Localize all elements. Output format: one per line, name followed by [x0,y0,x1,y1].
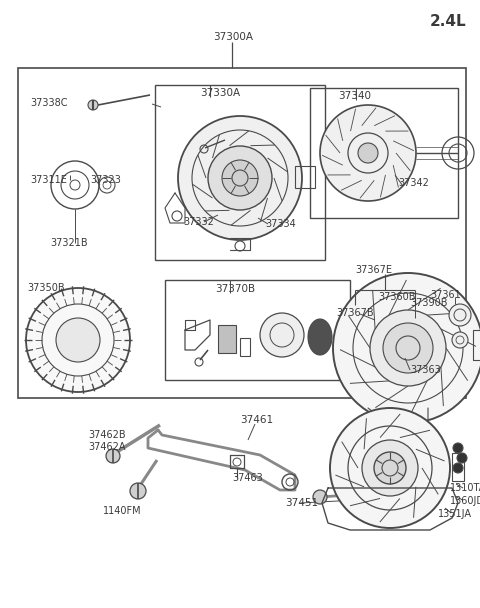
Text: 37461: 37461 [240,415,273,425]
Text: 37342: 37342 [398,178,429,188]
Circle shape [457,453,467,463]
Text: 37340: 37340 [338,91,371,101]
Text: 37338C: 37338C [30,98,68,108]
Text: 37330A: 37330A [200,88,240,98]
Text: 37463: 37463 [232,473,263,483]
Text: 37390B: 37390B [410,298,447,308]
Text: 37462A: 37462A [88,442,125,452]
Circle shape [56,318,100,362]
Bar [452,453,464,481]
Text: 37332: 37332 [183,217,214,227]
Text: 37462B: 37462B [88,430,126,440]
Circle shape [320,105,416,201]
Circle shape [453,463,463,473]
Circle shape [313,490,327,504]
Text: 37311E: 37311E [30,175,67,185]
Bar [310,88,458,218]
Circle shape [333,273,480,423]
Circle shape [374,452,406,484]
Text: 37334: 37334 [265,219,296,229]
Text: 37323: 37323 [90,175,121,185]
Circle shape [449,304,471,326]
Circle shape [208,146,272,210]
Circle shape [452,332,468,348]
Circle shape [178,116,302,240]
Text: 1140FM: 1140FM [103,506,142,516]
Circle shape [88,100,98,110]
Circle shape [106,449,120,463]
Circle shape [330,408,450,528]
Text: 37363: 37363 [410,365,441,375]
Circle shape [370,310,446,386]
Text: 37300A: 37300A [213,32,253,42]
Text: 2.4L: 2.4L [430,14,467,29]
Text: 1310TA: 1310TA [450,483,480,493]
Bar [165,280,350,380]
Circle shape [130,483,146,499]
Text: 37367B: 37367B [336,308,373,318]
Text: 37370B: 37370B [215,284,255,294]
Bar [240,338,250,356]
Ellipse shape [308,319,332,355]
Circle shape [362,440,418,496]
Bar [18,68,466,398]
Text: 37367E: 37367E [355,265,392,275]
Text: 37451: 37451 [285,498,318,508]
Circle shape [26,288,130,392]
Bar [155,85,325,260]
Text: 37321B: 37321B [50,238,88,248]
Text: 37360B: 37360B [378,292,416,302]
Circle shape [358,143,378,163]
Circle shape [260,313,304,357]
Circle shape [383,323,433,373]
Bar [218,325,236,353]
Text: 37350B: 37350B [27,283,65,293]
Text: 1351JA: 1351JA [438,509,472,519]
Text: 37361: 37361 [430,290,461,300]
Text: 1360JD: 1360JD [450,496,480,506]
Bar [473,330,480,360]
Circle shape [222,160,258,196]
Circle shape [453,443,463,453]
Bar [295,166,315,188]
